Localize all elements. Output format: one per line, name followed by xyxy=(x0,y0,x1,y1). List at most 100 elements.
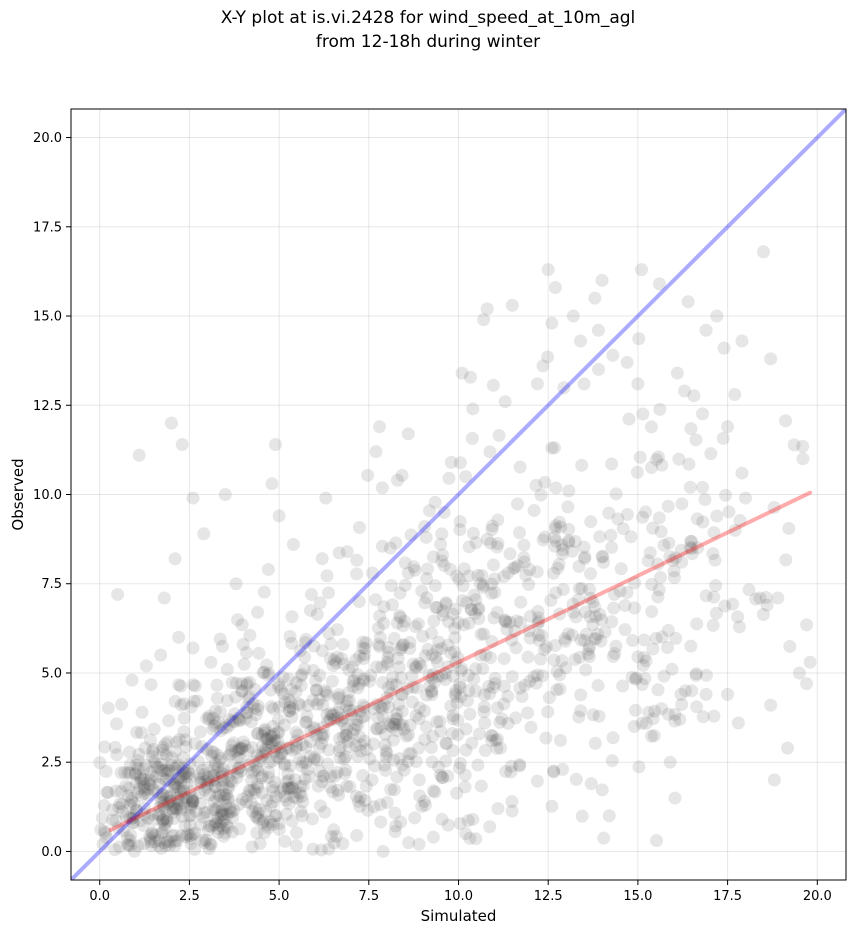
scatter-point xyxy=(231,761,245,775)
scatter-point xyxy=(352,677,366,691)
scatter-point xyxy=(561,500,575,514)
scatter-point xyxy=(134,726,148,740)
scatter-point xyxy=(534,652,548,666)
scatter-point xyxy=(568,652,582,666)
scatter-point xyxy=(364,668,378,682)
scatter-point xyxy=(717,341,731,355)
scatter-point xyxy=(395,468,409,482)
scatter-point xyxy=(208,780,222,794)
scatter-point xyxy=(214,752,228,766)
scatter-point xyxy=(129,766,143,780)
scatter-point xyxy=(397,763,411,777)
scatter-point xyxy=(194,771,208,785)
scatter-point xyxy=(241,743,255,757)
scatter-point xyxy=(487,611,501,625)
scatter-point xyxy=(384,687,398,701)
scatter-point xyxy=(480,532,494,546)
scatter-point xyxy=(280,807,294,821)
scatter-point xyxy=(207,795,221,809)
scatter-point xyxy=(137,776,151,790)
scatter-point xyxy=(605,540,619,554)
scatter-point xyxy=(349,718,363,732)
scatter-point xyxy=(109,813,123,827)
scatter-point xyxy=(279,793,293,807)
scatter-point xyxy=(779,553,793,567)
scatter-point xyxy=(312,693,326,707)
scatter-point xyxy=(661,707,675,721)
scatter-point xyxy=(605,754,619,768)
scatter-point xyxy=(760,598,774,612)
scatter-point xyxy=(426,729,440,743)
scatter-point xyxy=(130,803,144,817)
scatter-point xyxy=(342,694,356,708)
scatter-point xyxy=(476,578,490,592)
scatter-point xyxy=(174,784,188,798)
scatter-point xyxy=(379,744,393,758)
scatter-point xyxy=(111,587,125,601)
scatter-point xyxy=(653,570,667,584)
scatter-point xyxy=(207,719,221,733)
scatter-point xyxy=(171,758,185,772)
scatter-point xyxy=(458,780,472,794)
scatter-point xyxy=(170,834,184,848)
scatter-point xyxy=(327,836,341,850)
scatter-point xyxy=(216,767,230,781)
scatter-point xyxy=(262,765,276,779)
scatter-point xyxy=(358,734,372,748)
scatter-point xyxy=(191,754,205,768)
scatter-point xyxy=(539,731,553,745)
scatter-point xyxy=(648,704,662,718)
scatter-point xyxy=(136,819,150,833)
scatter-point xyxy=(100,831,114,845)
scatter-point xyxy=(669,631,683,645)
scatter-point xyxy=(289,839,303,853)
scatter-point xyxy=(225,762,239,776)
scatter-point xyxy=(256,666,270,680)
scatter-point xyxy=(138,741,152,755)
scatter-point xyxy=(281,781,295,795)
scatter-point xyxy=(172,798,186,812)
scatter-point xyxy=(223,802,237,816)
scatter-point xyxy=(684,535,698,549)
scatter-point xyxy=(604,528,618,542)
scatter-point xyxy=(689,433,703,447)
scatter-point xyxy=(413,789,427,803)
scatter-point xyxy=(145,750,159,764)
scatter-point xyxy=(350,567,364,581)
scatter-point xyxy=(460,694,474,708)
scatter-point xyxy=(211,821,225,835)
scatter-point xyxy=(409,755,423,769)
scatter-point xyxy=(357,652,371,666)
scatter-point xyxy=(735,334,749,348)
scatter-point xyxy=(436,604,450,618)
scatter-point xyxy=(222,781,236,795)
scatter-point xyxy=(373,420,387,434)
scatter-point xyxy=(690,700,704,714)
scatter-point xyxy=(614,562,628,576)
scatter-point xyxy=(571,593,585,607)
scatter-point xyxy=(518,678,532,692)
scatter-point xyxy=(232,822,246,836)
scatter-point xyxy=(106,813,120,827)
scatter-point xyxy=(207,761,221,775)
scatter-point xyxy=(131,761,145,775)
scatter-point xyxy=(332,546,346,560)
scatter-point xyxy=(375,701,389,715)
scatter-point xyxy=(474,779,488,793)
scatter-point xyxy=(215,815,229,829)
scatter-point xyxy=(530,668,544,682)
scatter-point xyxy=(398,578,412,592)
scatter-point xyxy=(148,835,162,849)
scatter-point xyxy=(349,739,363,753)
scatter-point xyxy=(779,414,793,428)
scatter-point xyxy=(194,797,208,811)
scatter-point xyxy=(581,647,595,661)
scatter-point xyxy=(346,674,360,688)
scatter-point xyxy=(575,809,589,823)
scatter-point xyxy=(471,758,485,772)
scatter-point xyxy=(386,733,400,747)
scatter-point xyxy=(316,769,330,783)
scatter-point xyxy=(162,839,176,853)
scatter-point xyxy=(450,696,464,710)
scatter-point xyxy=(425,755,439,769)
